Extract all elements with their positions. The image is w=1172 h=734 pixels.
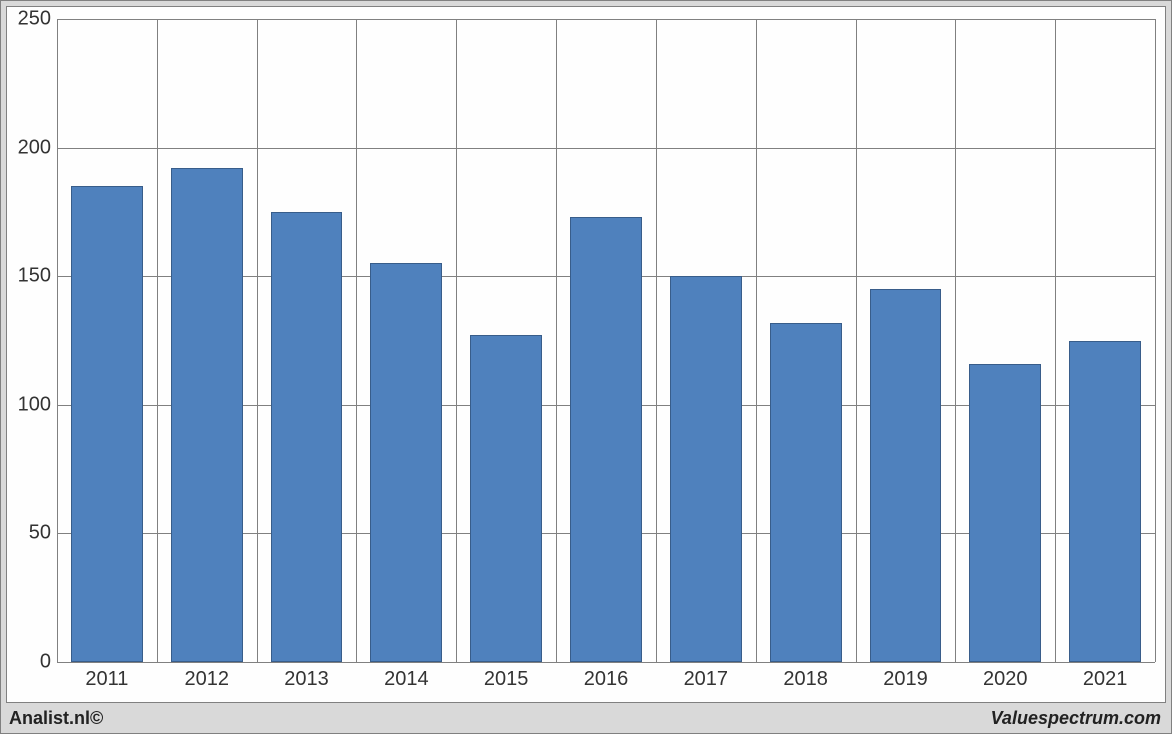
x-tick-label: 2018 bbox=[783, 668, 828, 691]
chart-container: 0 50 100 150 200 250 2011 2012 2013 2014 2015 2016 2… bbox=[0, 0, 1172, 734]
y-tick-label: 0 bbox=[40, 651, 51, 674]
y-tick-label: 200 bbox=[18, 136, 51, 159]
bar bbox=[570, 217, 642, 662]
x-tick-label: 2015 bbox=[484, 668, 529, 691]
gridline-h bbox=[57, 148, 1155, 149]
gridline-v bbox=[1055, 19, 1056, 662]
x-tick-label: 2012 bbox=[184, 668, 229, 691]
x-tick-label: 2019 bbox=[883, 668, 928, 691]
x-tick-label: 2014 bbox=[384, 668, 429, 691]
gridline-v bbox=[955, 19, 956, 662]
bar bbox=[770, 323, 842, 663]
footer-right-label: Valuespectrum.com bbox=[991, 708, 1161, 729]
bar bbox=[370, 263, 442, 662]
bar bbox=[969, 364, 1041, 662]
bar bbox=[670, 276, 742, 662]
y-tick-label: 250 bbox=[18, 8, 51, 31]
plot-frame: 0 50 100 150 200 250 2011 2012 2013 2014 2015 2016 2… bbox=[6, 6, 1166, 703]
x-tick-label: 2011 bbox=[85, 668, 128, 691]
bar bbox=[1069, 341, 1141, 663]
gridline-h bbox=[57, 662, 1155, 663]
gridline-v bbox=[356, 19, 357, 662]
gridline-v bbox=[856, 19, 857, 662]
bar bbox=[71, 186, 143, 662]
x-tick-label: 2020 bbox=[983, 668, 1028, 691]
y-tick-label: 100 bbox=[18, 393, 51, 416]
gridline-v bbox=[1155, 19, 1156, 662]
bar bbox=[271, 212, 343, 662]
gridline-v bbox=[556, 19, 557, 662]
gridline-v bbox=[756, 19, 757, 662]
footer-left-label: Analist.nl© bbox=[9, 708, 103, 729]
gridline-v bbox=[656, 19, 657, 662]
bar bbox=[470, 335, 542, 662]
gridline-v bbox=[57, 19, 58, 662]
y-tick-label: 50 bbox=[29, 522, 51, 545]
y-tick-label: 150 bbox=[18, 265, 51, 288]
gridline-v bbox=[157, 19, 158, 662]
plot-area: 0501001502002502011201220132014201520162… bbox=[57, 19, 1155, 662]
x-tick-label: 2013 bbox=[284, 668, 329, 691]
gridline-h bbox=[57, 19, 1155, 20]
bar bbox=[870, 289, 942, 662]
gridline-v bbox=[257, 19, 258, 662]
bar bbox=[171, 168, 243, 662]
x-tick-label: 2021 bbox=[1083, 668, 1128, 691]
x-tick-label: 2017 bbox=[684, 668, 729, 691]
x-tick-label: 2016 bbox=[584, 668, 629, 691]
gridline-v bbox=[456, 19, 457, 662]
